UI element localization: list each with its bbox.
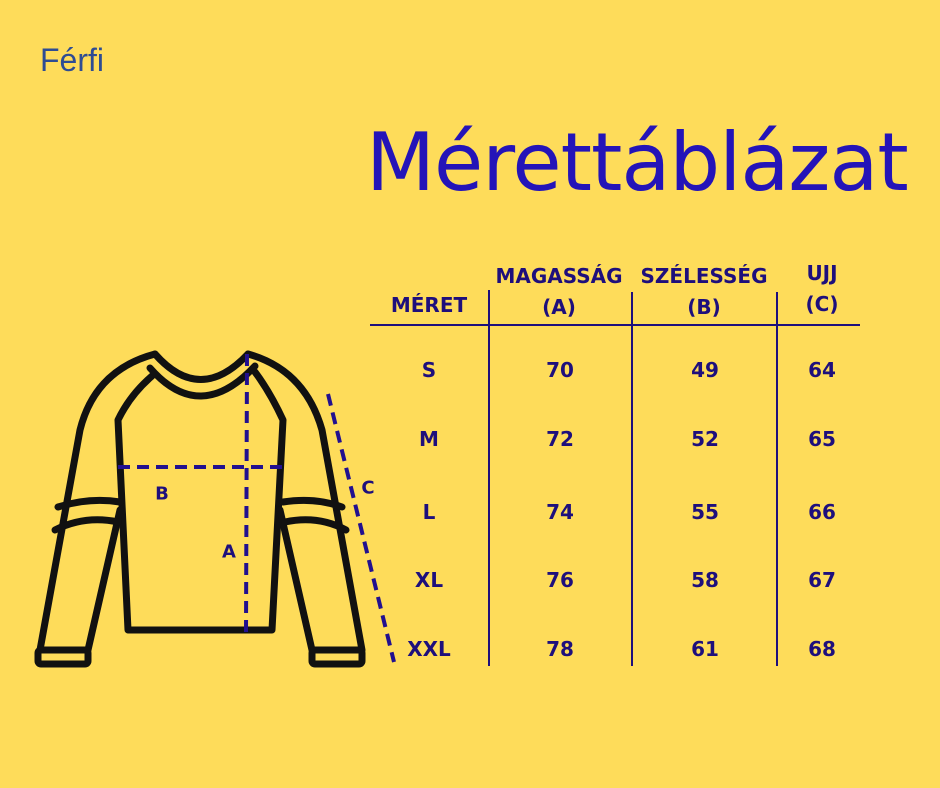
size-cell: S <box>421 358 437 382</box>
value-cell: 55 <box>691 500 719 524</box>
header-sleeve-sub: (C) <box>805 292 839 316</box>
gender-label: Férfi <box>40 42 104 78</box>
value-cell: 72 <box>546 427 574 451</box>
column-divider <box>776 292 778 666</box>
value-cell: 78 <box>546 637 574 661</box>
label-a: A <box>222 541 236 563</box>
value-cell: 67 <box>808 568 836 592</box>
value-cell: 52 <box>691 427 719 451</box>
value-cell: 74 <box>546 500 574 524</box>
header-width: SZÉLESSÉG <box>640 264 768 288</box>
column-divider <box>488 290 490 666</box>
size-cell: M <box>419 427 439 451</box>
label-c: C <box>361 477 375 499</box>
size-cell: XXL <box>407 637 451 661</box>
column-divider <box>631 292 633 666</box>
measure-a-line <box>244 353 249 634</box>
value-cell: 68 <box>808 637 836 661</box>
header-height-sub: (A) <box>542 295 576 319</box>
label-b: B <box>155 483 169 505</box>
value-cell: 49 <box>691 358 719 382</box>
size-cell: L <box>422 500 436 524</box>
measure-c-line <box>326 393 396 663</box>
value-cell: 64 <box>808 358 836 382</box>
header-width-sub: (B) <box>687 295 721 319</box>
value-cell: 58 <box>691 568 719 592</box>
page-title: Mérettáblázat <box>366 116 909 209</box>
value-cell: 65 <box>808 427 836 451</box>
sweater-outline <box>34 350 366 668</box>
value-cell: 61 <box>691 637 719 661</box>
value-cell: 70 <box>546 358 574 382</box>
header-divider <box>370 324 860 326</box>
value-cell: 76 <box>546 568 574 592</box>
header-height: MAGASSÁG <box>495 264 623 288</box>
size-cell: XL <box>414 568 444 592</box>
header-size: MÉRET <box>390 293 468 317</box>
header-sleeve: UJJ <box>806 261 838 285</box>
value-cell: 66 <box>808 500 836 524</box>
